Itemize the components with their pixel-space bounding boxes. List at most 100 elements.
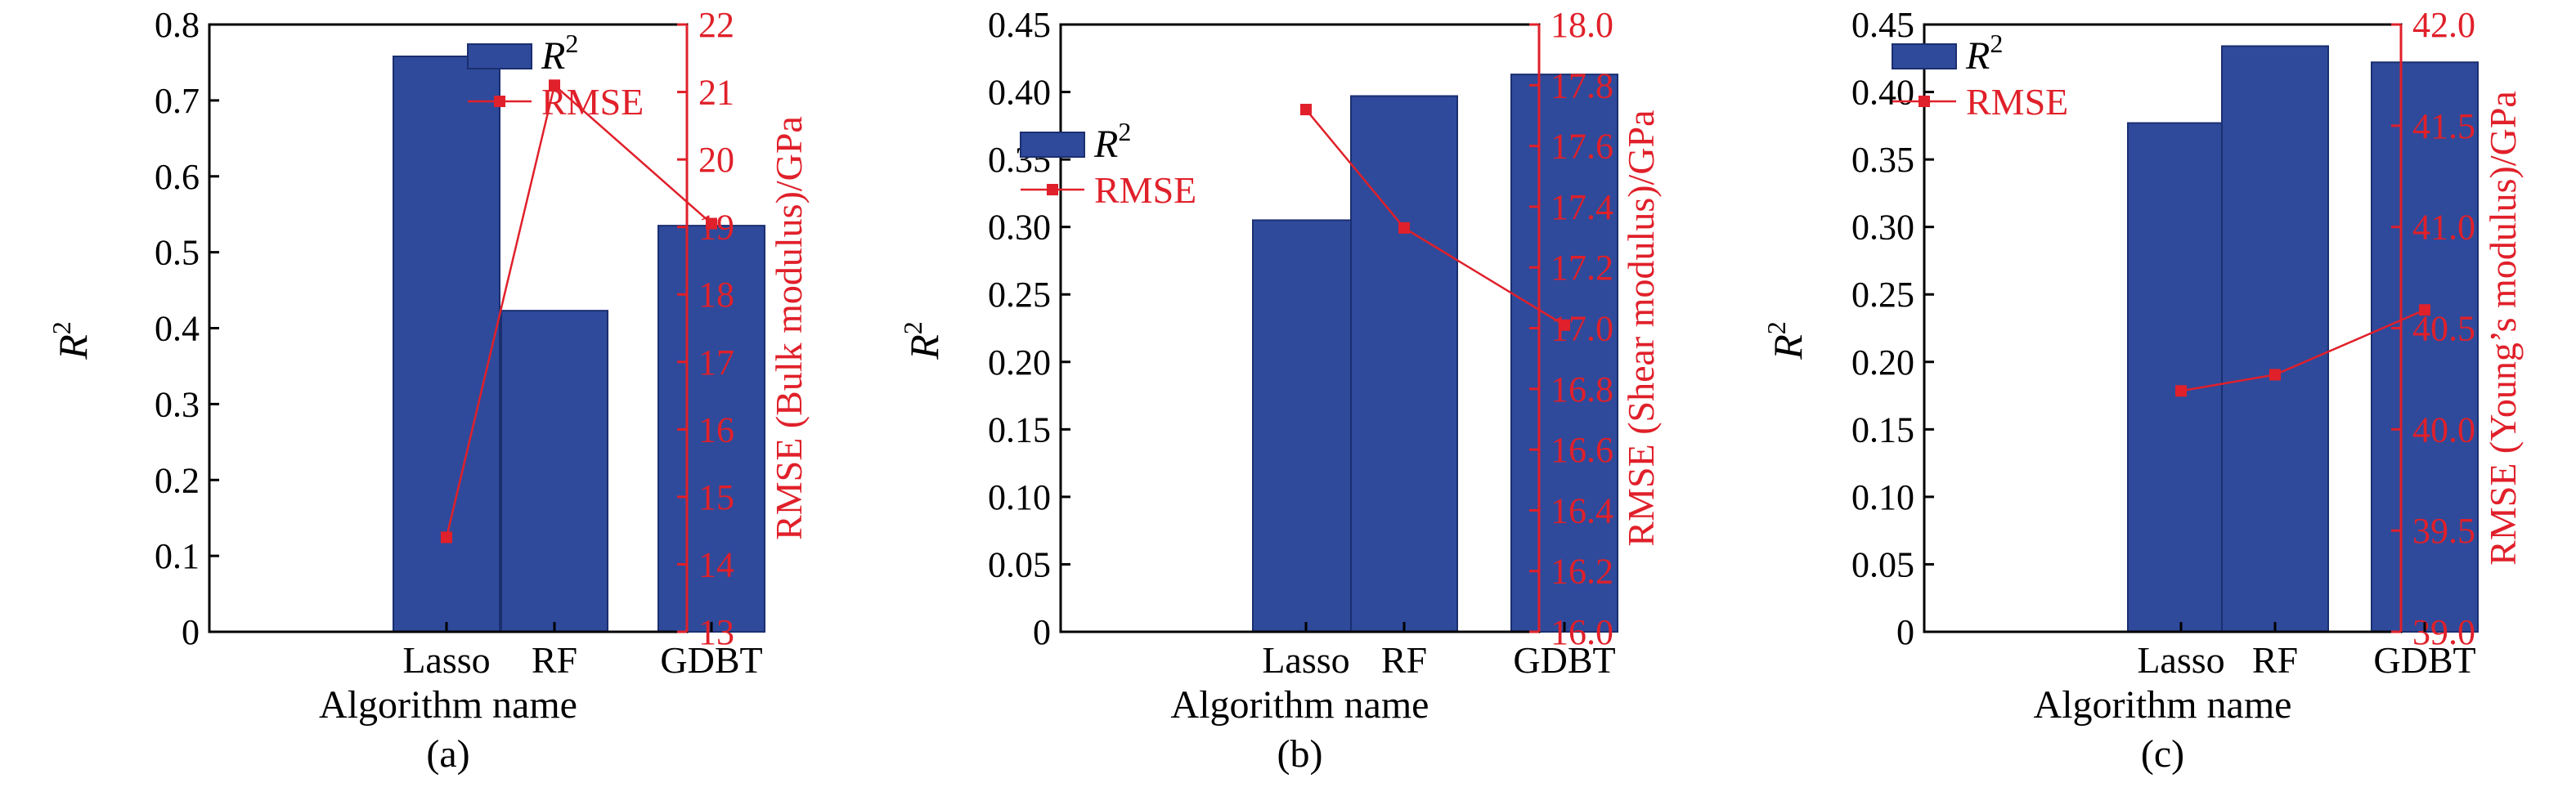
right-tick-label: 17.8 [1551, 65, 1613, 105]
legend-bar-swatch [467, 43, 532, 69]
left-tick-label: 0.8 [155, 5, 200, 45]
left-tick-label: 0.1 [155, 536, 200, 576]
right-tick-label: 16.2 [1551, 552, 1613, 592]
r2-bar-gdbt [2371, 61, 2479, 633]
left-tick-label: 0.3 [155, 384, 200, 424]
right-tick-label: 40.0 [2412, 409, 2475, 450]
right-tick-label: 20 [698, 140, 734, 180]
right-tick-label: 18.0 [1551, 5, 1613, 45]
x-axis-label: Algorithm name [319, 683, 577, 727]
left-tick-label: 0.20 [988, 342, 1051, 383]
rmse-point-lasso [1300, 104, 1312, 116]
left-tick-label: 0.15 [988, 409, 1051, 450]
r2-bar-rf [1350, 95, 1458, 633]
rmse-point-lasso [2175, 385, 2187, 397]
right-tick-label: 16.0 [1551, 612, 1613, 652]
right-tick-label: 13 [698, 612, 734, 652]
r2-bar-lasso [1252, 219, 1360, 633]
rmse-point-rf [549, 79, 560, 92]
right-tick-label: 21 [698, 73, 734, 113]
right-tick-label: 41.0 [2412, 208, 2475, 248]
r2-bar-rf [2221, 45, 2329, 633]
right-tick-label: 39.0 [2412, 612, 2475, 652]
left-tick-label: 0.2 [155, 460, 200, 500]
right-tick-label: 40.5 [2412, 309, 2475, 349]
left-tick-label: 0.35 [1851, 140, 1914, 180]
left-tick-label: 0.45 [988, 5, 1051, 45]
left-tick-label: 0.10 [1851, 477, 1914, 517]
right-tick-label: 41.5 [2412, 106, 2475, 146]
panel-b: 00.050.100.150.200.250.300.350.400.4516.… [898, 5, 1662, 776]
right-tick-label: 17 [698, 342, 734, 383]
left-tick-label: 0.45 [1851, 5, 1914, 45]
legend-bar-label: R2 [1093, 117, 1131, 166]
legend-bar-swatch [1892, 43, 1957, 69]
left-tick-label: 0.30 [1851, 208, 1914, 248]
rmse-point-gdbt [2419, 304, 2430, 316]
left-tick-label: 0.25 [1851, 275, 1914, 315]
rmse-point-rf [2269, 369, 2281, 381]
right-tick-label: 14 [698, 544, 734, 584]
x-tick-label: RF [1381, 639, 1427, 681]
legend-bar-label: R2 [541, 29, 578, 78]
y-axis-label: R2 [898, 321, 947, 360]
x-tick-label: GDBT [2373, 639, 2475, 681]
left-tick-label: 0.30 [988, 208, 1051, 248]
right-tick-label: 16.6 [1551, 430, 1613, 470]
right-tick-label: 19 [698, 208, 734, 248]
right-tick-label: 17.0 [1551, 309, 1613, 349]
left-tick-label: 0.15 [1851, 409, 1914, 450]
x-tick-label: Lasso [2137, 639, 2224, 681]
y-axis-label: R2 [1761, 321, 1811, 360]
right-tick-label: 16.8 [1551, 369, 1613, 409]
panel-label: (c) [2141, 732, 2184, 776]
left-tick-label: 0.5 [155, 233, 200, 273]
panel-c: 0 0.05 0.10 0.15 0.20 0.25 0.30 0.35 0.40 0.45 39.… [1761, 5, 2524, 776]
x-tick-label: RF [2252, 639, 2298, 681]
legend-line-label: RMSE [1094, 169, 1196, 211]
panel-label: (b) [1277, 732, 1323, 776]
panel-label: (a) [426, 732, 469, 776]
left-tick-label: 0.40 [1851, 73, 1914, 113]
left-tick-label: 0.4 [155, 309, 200, 349]
r2-bar-lasso [393, 56, 500, 633]
right-tick-label: 17.6 [1551, 127, 1613, 167]
left-tick-label: 0.7 [155, 81, 200, 121]
right-tick-label: 16 [698, 409, 734, 450]
left-tick-label: 0.10 [988, 477, 1051, 517]
r2-bar-gdbt [1510, 74, 1618, 633]
rmse-point-gdbt [1559, 319, 1570, 331]
right-tick-label: 39.5 [2412, 511, 2475, 551]
x-axis-label: Algorithm name [2034, 683, 2292, 727]
right-tick-label: 42.0 [2412, 5, 2475, 45]
legend-bar-swatch [1020, 132, 1085, 158]
panel-a: 0 0.1 0.2 0.3 0.4 0.5 0.6 0.7 0.8 13 14 15 16 17 18 19 2… [47, 5, 810, 776]
x-tick-label: Lasso [1262, 639, 1349, 681]
left-tick-label: 0 [1896, 612, 1914, 652]
legend-line-label: RMSE [541, 81, 644, 123]
left-tick-label: 0.25 [988, 275, 1051, 315]
x-tick-label: GDBT [1513, 639, 1615, 681]
left-tick-label: 0.40 [988, 73, 1051, 113]
right-tick-label: 15 [698, 477, 734, 517]
rmse-point-gdbt [706, 217, 717, 230]
x-tick-label: RF [532, 639, 577, 681]
rmse-point-rf [1398, 221, 1410, 234]
left-tick-label: 0 [1033, 612, 1051, 652]
y2-axis-label: RMSE (Shear modulus)/GPa [1620, 110, 1662, 546]
left-tick-label: 0.05 [1851, 544, 1914, 584]
legend-bar-label: R2 [1965, 29, 2003, 78]
right-tick-label: 22 [698, 5, 734, 45]
x-tick-label: Lasso [402, 639, 490, 681]
x-axis-label: Algorithm name [1171, 683, 1429, 727]
right-tick-label: 18 [698, 275, 734, 315]
left-tick-label: 0.6 [155, 157, 200, 197]
rmse-point-lasso [441, 531, 452, 544]
y-axis-label: R2 [47, 321, 96, 360]
r2-bar-lasso [2127, 122, 2235, 633]
left-tick-label: 0 [182, 612, 200, 652]
